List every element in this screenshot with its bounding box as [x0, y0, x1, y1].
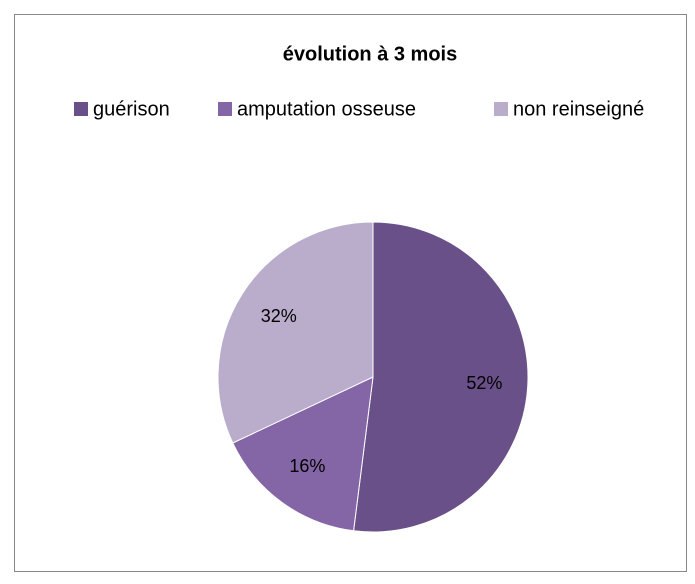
chart-title: évolution à 3 mois: [283, 43, 457, 65]
pie-slice: [217, 221, 374, 444]
data-label: 32%: [261, 306, 297, 326]
legend-label: amputation osseuse: [237, 98, 416, 120]
legend-swatch: [218, 102, 232, 116]
legend-label: guérison: [93, 98, 170, 120]
pie-slice: [353, 221, 529, 533]
legend-label: non reinseigné: [513, 98, 644, 120]
legend-swatch: [74, 102, 88, 116]
data-label: 16%: [289, 456, 325, 476]
legend-swatch: [494, 102, 508, 116]
data-label: 52%: [466, 373, 502, 393]
pie-slice: [232, 376, 374, 532]
